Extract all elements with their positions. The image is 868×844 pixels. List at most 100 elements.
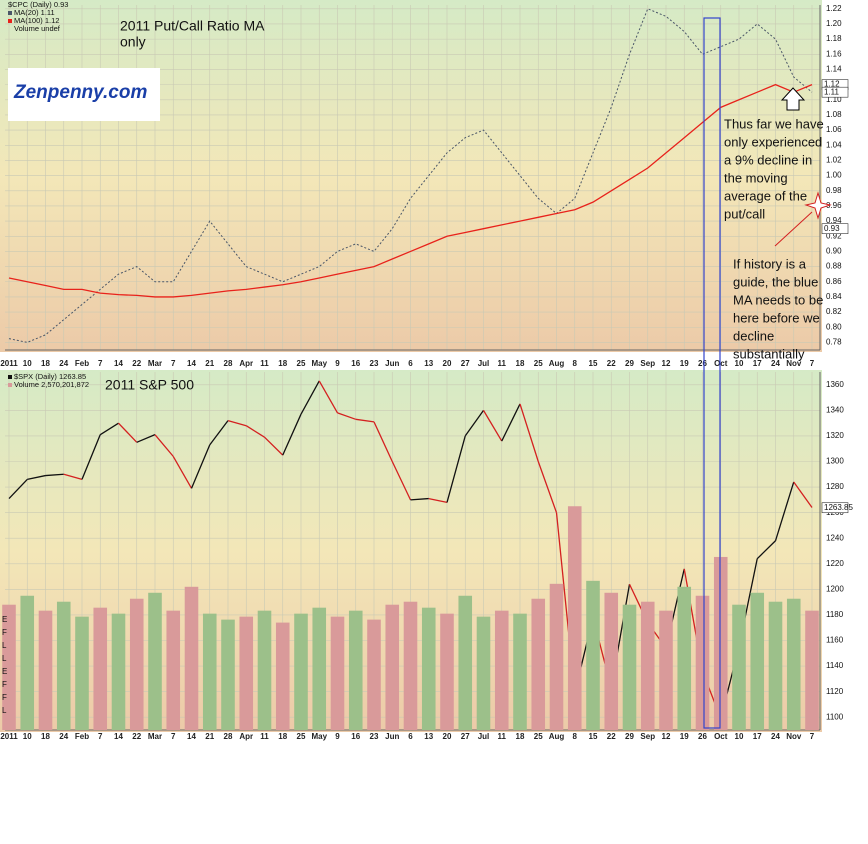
price-tag-label: 1.11 (824, 87, 840, 96)
y-tick-label: 1160 (826, 636, 844, 645)
x-tick-label: 20 (443, 359, 452, 368)
x-tick-label: 28 (224, 359, 233, 368)
volume-bar (786, 598, 801, 730)
top-plot-background (0, 0, 822, 352)
x-tick-label: 24 (59, 359, 68, 368)
y-tick-label: 1220 (826, 559, 844, 568)
y-tick-label: 1.18 (826, 34, 842, 43)
price-segment (282, 413, 302, 456)
volume-bar (385, 604, 400, 730)
x-tick-label: 24 (771, 732, 780, 741)
price-segment (99, 422, 119, 436)
x-tick-label: 25 (534, 732, 543, 741)
x-tick-label: 14 (114, 732, 123, 741)
volume-bar (239, 616, 254, 730)
legend-swatch (8, 375, 12, 379)
x-tick-label: 27 (461, 732, 470, 741)
x-tick-label: Apr (239, 359, 253, 368)
price-segment (27, 474, 46, 481)
annotation: average of the (724, 188, 807, 203)
legend-swatch (8, 19, 12, 23)
legend-entry: MA(20) 1.11 (14, 8, 55, 17)
annotation: MA needs to be (733, 292, 823, 307)
x-tick-label: 17 (753, 359, 762, 368)
price-tag-label: 0.93 (824, 224, 840, 233)
highlight-box (703, 17, 721, 729)
x-tick-label: 15 (589, 732, 598, 741)
y-tick-label: 1200 (826, 584, 844, 593)
volume-bar (695, 595, 710, 730)
volume-bar (476, 616, 491, 730)
series-line (8, 8, 813, 343)
x-tick-label: 18 (278, 359, 287, 368)
x-tick-label: 10 (735, 359, 744, 368)
x-tick-label: Sep (640, 732, 655, 741)
annotation: the moving (724, 170, 788, 185)
logo: Zenpenny.com (13, 82, 147, 103)
x-tick-label: 18 (278, 732, 287, 741)
chart-title: 2011 Put/Call Ratio MA (120, 18, 265, 34)
x-tick-label: 24 (59, 732, 68, 741)
x-tick-label: 11 (498, 732, 507, 741)
volume-bar (129, 598, 144, 730)
volume-bar (713, 556, 728, 730)
price-segment (8, 478, 28, 500)
x-tick-label: Jun (385, 732, 399, 741)
x-tick-label: 27 (461, 359, 470, 368)
x-tick-label: Mar (148, 359, 162, 368)
y-tick-label: 0.94 (826, 216, 842, 225)
series-line (8, 83, 813, 298)
chart-title: 2011 S&P 500 (105, 377, 194, 393)
y-tick-label: 0.78 (826, 338, 842, 347)
volume-bar (750, 592, 765, 730)
price-segment (446, 435, 466, 503)
volume-bar (531, 598, 546, 730)
x-tick-label: Mar (148, 732, 162, 741)
annotation: a 9% decline in (724, 152, 812, 167)
x-tick-label: 11 (260, 359, 269, 368)
side-label: E (2, 615, 7, 624)
y-tick-label: 1.08 (826, 110, 842, 119)
y-tick-label: 1280 (826, 482, 844, 491)
x-tick-label: 18 (516, 732, 525, 741)
x-tick-label: 21 (205, 732, 214, 741)
price-segment (501, 403, 521, 442)
y-tick-label: 1180 (826, 610, 844, 619)
x-tick-label: 7 (98, 359, 103, 368)
side-label: F (2, 693, 7, 702)
x-tick-label: 23 (370, 359, 379, 368)
price-segment (793, 481, 813, 508)
x-tick-label: Apr (239, 732, 253, 741)
volume-bar (184, 586, 199, 730)
price-segment (154, 434, 174, 457)
price-segment (410, 497, 429, 501)
volume-bar (294, 613, 308, 730)
annotation: If history is a (733, 256, 807, 271)
price-tag-label: 1263.85 (824, 503, 853, 512)
x-tick-label: 10 (23, 359, 32, 368)
volume-bar (421, 607, 436, 730)
x-tick-label: 25 (297, 359, 306, 368)
price-segment (136, 434, 156, 443)
volume-bar (20, 595, 35, 730)
x-tick-label: 6 (408, 732, 413, 741)
x-tick-label: 18 (516, 359, 525, 368)
x-tick-label: 19 (680, 732, 689, 741)
x-tick-label: 19 (680, 359, 689, 368)
x-tick-label: 20 (443, 732, 452, 741)
x-tick-label: 6 (408, 359, 413, 368)
volume-bar (677, 586, 692, 730)
volume-bar (166, 610, 181, 730)
volume-bar (275, 622, 290, 730)
x-tick-label: 25 (297, 732, 306, 741)
price-segment (209, 420, 229, 446)
x-tick-label: 29 (625, 732, 634, 741)
volume-bar (458, 595, 473, 730)
x-tick-label: 12 (662, 732, 671, 741)
volume-bar (440, 613, 454, 730)
x-tick-label: 7 (810, 359, 815, 368)
x-tick-label: May (311, 359, 327, 368)
volume-bar (75, 616, 89, 730)
y-tick-label: 1.22 (826, 4, 842, 13)
